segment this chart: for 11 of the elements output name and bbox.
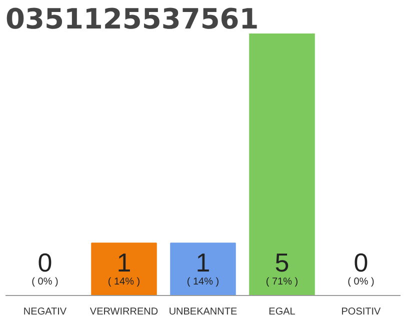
data-label: 1 ( 14% ): [108, 248, 140, 288]
data-label: 0 ( 0% ): [348, 248, 374, 288]
x-tick-label: POSITIV: [341, 306, 382, 318]
x-tick-label: VERWIRREND: [90, 306, 158, 318]
x-tick-label: NEGATIV: [23, 306, 67, 318]
data-label: 0 ( 0% ): [32, 248, 58, 288]
data-label: 5 ( 71% ): [266, 248, 298, 288]
chart-title: 0351125537561: [6, 2, 259, 36]
data-label: 1 ( 14% ): [186, 248, 220, 288]
x-tick-label: EGAL: [268, 306, 296, 318]
x-tick-label: UNBEKANNTE: [168, 306, 238, 318]
